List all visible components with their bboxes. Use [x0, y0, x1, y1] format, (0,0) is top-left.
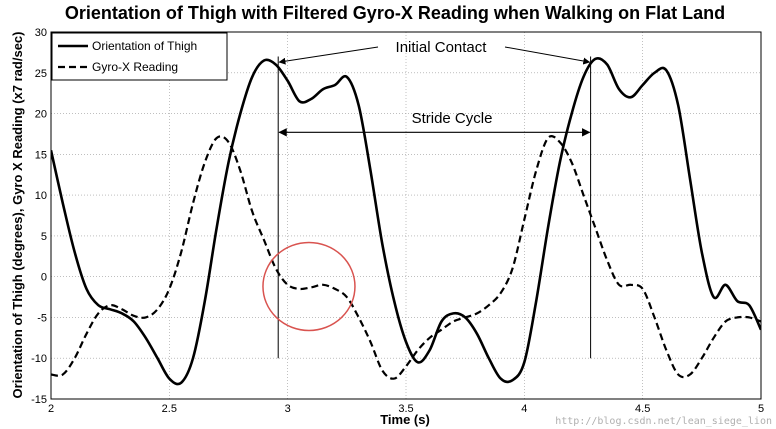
x-axis-label: Time (s) [380, 412, 430, 427]
plot-frame [50, 31, 762, 400]
x-tick-label: 2 [48, 403, 54, 415]
highlight-circle [262, 241, 356, 332]
x-tick-label: 2.5 [162, 403, 177, 415]
y-tick-label: -15 [31, 394, 47, 406]
x-tick-label: 4 [521, 403, 527, 415]
watermark: http://blog.csdn.net/lean_siege_lion [555, 416, 772, 427]
initial-contact-label: Initial Contact [396, 39, 488, 56]
y-tick-label: 20 [35, 109, 47, 121]
series-line-gyro-x-reading [51, 134, 761, 380]
initial-contact-arrow-right [504, 46, 591, 65]
x-tick-label: 3.5 [398, 403, 413, 415]
y-tick-label: 25 [35, 68, 47, 80]
stride-cycle-label: Stride Cycle [412, 110, 493, 127]
y-tick-label: -10 [31, 353, 47, 365]
legend: Orientation of Thigh Gyro-X Reading [51, 32, 228, 81]
x-tick-labels: 2 2.5 3 3.5 4 4.5 5 [48, 403, 764, 415]
y-tick-label: 30 [35, 27, 47, 39]
plot-area [51, 56, 761, 386]
y-tick-label: 15 [35, 149, 47, 161]
y-tick-label: 10 [35, 190, 47, 202]
y-axis-label: Orientation of Thigh (degrees), Gyro X R… [10, 32, 25, 399]
y-tick-labels: -15 -10 -5 0 5 10 15 20 25 30 [31, 27, 47, 406]
legend-label-orientation-of-thigh: Orientation of Thigh [92, 39, 197, 53]
y-tick-label: 5 [41, 231, 47, 243]
y-tick-label: 0 [41, 272, 47, 284]
initial-contact-arrow-left [278, 46, 379, 65]
annotations: Initial Contact Stride Cycle [262, 39, 592, 359]
legend-label-gyro-x-reading: Gyro-X Reading [92, 60, 178, 74]
x-tick-label: 3 [285, 403, 291, 415]
series-line-orientation-of-thigh [51, 56, 761, 386]
x-tick-label: 5 [758, 403, 764, 415]
y-tick-label: -5 [37, 312, 47, 324]
x-tick-label: 4.5 [635, 403, 650, 415]
chart-title: Orientation of Thigh with Filtered Gyro-… [65, 3, 725, 23]
legend-box [51, 32, 228, 81]
